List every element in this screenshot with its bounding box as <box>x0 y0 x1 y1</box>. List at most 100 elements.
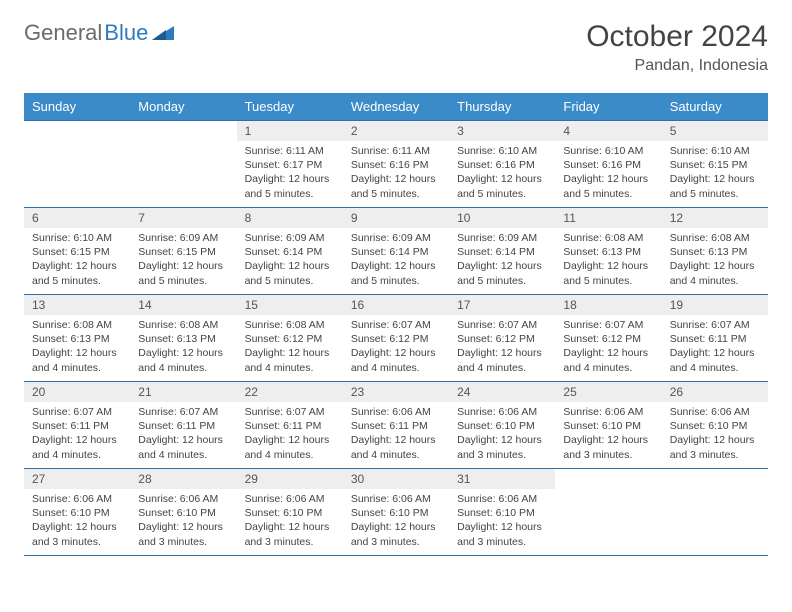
day-details: Sunrise: 6:08 AMSunset: 6:13 PMDaylight:… <box>555 228 661 294</box>
calendar-body: ....1Sunrise: 6:11 AMSunset: 6:17 PMDayl… <box>24 121 768 556</box>
day-header: Saturday <box>662 93 768 121</box>
day-details: Sunrise: 6:07 AMSunset: 6:11 PMDaylight:… <box>237 402 343 468</box>
day-details: Sunrise: 6:11 AMSunset: 6:16 PMDaylight:… <box>343 141 449 207</box>
day-details: Sunrise: 6:10 AMSunset: 6:15 PMDaylight:… <box>24 228 130 294</box>
calendar-cell: 4Sunrise: 6:10 AMSunset: 6:16 PMDaylight… <box>555 121 661 208</box>
calendar-cell: .. <box>24 121 130 208</box>
day-details: Sunrise: 6:07 AMSunset: 6:11 PMDaylight:… <box>662 315 768 381</box>
calendar-cell: 10Sunrise: 6:09 AMSunset: 6:14 PMDayligh… <box>449 208 555 295</box>
day-header: Wednesday <box>343 93 449 121</box>
calendar-cell: 18Sunrise: 6:07 AMSunset: 6:12 PMDayligh… <box>555 295 661 382</box>
day-details: Sunrise: 6:08 AMSunset: 6:13 PMDaylight:… <box>130 315 236 381</box>
day-number: 11 <box>555 208 661 228</box>
day-details: Sunrise: 6:06 AMSunset: 6:10 PMDaylight:… <box>449 489 555 555</box>
day-number: 28 <box>130 469 236 489</box>
day-number: 3 <box>449 121 555 141</box>
day-details: Sunrise: 6:09 AMSunset: 6:14 PMDaylight:… <box>343 228 449 294</box>
day-header: Friday <box>555 93 661 121</box>
calendar-cell: 24Sunrise: 6:06 AMSunset: 6:10 PMDayligh… <box>449 382 555 469</box>
day-details: Sunrise: 6:07 AMSunset: 6:11 PMDaylight:… <box>130 402 236 468</box>
calendar-cell: 23Sunrise: 6:06 AMSunset: 6:11 PMDayligh… <box>343 382 449 469</box>
day-details: Sunrise: 6:06 AMSunset: 6:10 PMDaylight:… <box>449 402 555 468</box>
day-details: Sunrise: 6:06 AMSunset: 6:10 PMDaylight:… <box>343 489 449 555</box>
day-number: 4 <box>555 121 661 141</box>
day-number: 16 <box>343 295 449 315</box>
month-title: October 2024 <box>586 20 768 53</box>
day-number: 2 <box>343 121 449 141</box>
day-number: 19 <box>662 295 768 315</box>
day-number: 15 <box>237 295 343 315</box>
logo-triangle-icon <box>152 20 174 46</box>
calendar-cell: 11Sunrise: 6:08 AMSunset: 6:13 PMDayligh… <box>555 208 661 295</box>
calendar-cell: 6Sunrise: 6:10 AMSunset: 6:15 PMDaylight… <box>24 208 130 295</box>
day-header: Tuesday <box>237 93 343 121</box>
logo: GeneralBlue <box>24 20 174 46</box>
calendar-cell: 8Sunrise: 6:09 AMSunset: 6:14 PMDaylight… <box>237 208 343 295</box>
day-number: 6 <box>24 208 130 228</box>
day-details: Sunrise: 6:08 AMSunset: 6:12 PMDaylight:… <box>237 315 343 381</box>
day-details: Sunrise: 6:07 AMSunset: 6:11 PMDaylight:… <box>24 402 130 468</box>
day-number: 29 <box>237 469 343 489</box>
calendar-cell: 17Sunrise: 6:07 AMSunset: 6:12 PMDayligh… <box>449 295 555 382</box>
calendar-cell: .. <box>555 469 661 556</box>
day-header: Thursday <box>449 93 555 121</box>
calendar-cell: 26Sunrise: 6:06 AMSunset: 6:10 PMDayligh… <box>662 382 768 469</box>
calendar-cell: 19Sunrise: 6:07 AMSunset: 6:11 PMDayligh… <box>662 295 768 382</box>
day-details: Sunrise: 6:07 AMSunset: 6:12 PMDaylight:… <box>343 315 449 381</box>
day-number: 20 <box>24 382 130 402</box>
day-details: Sunrise: 6:06 AMSunset: 6:10 PMDaylight:… <box>555 402 661 468</box>
day-number: 21 <box>130 382 236 402</box>
calendar-week: 6Sunrise: 6:10 AMSunset: 6:15 PMDaylight… <box>24 208 768 295</box>
calendar-cell: 28Sunrise: 6:06 AMSunset: 6:10 PMDayligh… <box>130 469 236 556</box>
day-header-row: SundayMondayTuesdayWednesdayThursdayFrid… <box>24 93 768 121</box>
calendar-cell: 15Sunrise: 6:08 AMSunset: 6:12 PMDayligh… <box>237 295 343 382</box>
logo-text-gray: General <box>24 20 102 46</box>
calendar-week: 20Sunrise: 6:07 AMSunset: 6:11 PMDayligh… <box>24 382 768 469</box>
day-details: Sunrise: 6:07 AMSunset: 6:12 PMDaylight:… <box>449 315 555 381</box>
day-number: 30 <box>343 469 449 489</box>
title-block: October 2024 Pandan, Indonesia <box>586 20 768 75</box>
calendar-cell: 1Sunrise: 6:11 AMSunset: 6:17 PMDaylight… <box>237 121 343 208</box>
calendar-cell: 9Sunrise: 6:09 AMSunset: 6:14 PMDaylight… <box>343 208 449 295</box>
day-number: 12 <box>662 208 768 228</box>
calendar-cell: 13Sunrise: 6:08 AMSunset: 6:13 PMDayligh… <box>24 295 130 382</box>
logo-text-blue: Blue <box>104 20 148 46</box>
day-number: 17 <box>449 295 555 315</box>
day-details: Sunrise: 6:09 AMSunset: 6:15 PMDaylight:… <box>130 228 236 294</box>
location: Pandan, Indonesia <box>586 57 768 75</box>
day-number: 24 <box>449 382 555 402</box>
day-details: Sunrise: 6:10 AMSunset: 6:15 PMDaylight:… <box>662 141 768 207</box>
day-number: 31 <box>449 469 555 489</box>
day-details: Sunrise: 6:08 AMSunset: 6:13 PMDaylight:… <box>662 228 768 294</box>
calendar-week: ....1Sunrise: 6:11 AMSunset: 6:17 PMDayl… <box>24 121 768 208</box>
calendar-cell: 29Sunrise: 6:06 AMSunset: 6:10 PMDayligh… <box>237 469 343 556</box>
day-number: 14 <box>130 295 236 315</box>
calendar-cell: .. <box>130 121 236 208</box>
day-number: 9 <box>343 208 449 228</box>
calendar-cell: 3Sunrise: 6:10 AMSunset: 6:16 PMDaylight… <box>449 121 555 208</box>
calendar-cell: 30Sunrise: 6:06 AMSunset: 6:10 PMDayligh… <box>343 469 449 556</box>
calendar-week: 27Sunrise: 6:06 AMSunset: 6:10 PMDayligh… <box>24 469 768 556</box>
day-details: Sunrise: 6:08 AMSunset: 6:13 PMDaylight:… <box>24 315 130 381</box>
day-number: 27 <box>24 469 130 489</box>
day-number: 1 <box>237 121 343 141</box>
calendar-cell: 12Sunrise: 6:08 AMSunset: 6:13 PMDayligh… <box>662 208 768 295</box>
day-number: 8 <box>237 208 343 228</box>
calendar-week: 13Sunrise: 6:08 AMSunset: 6:13 PMDayligh… <box>24 295 768 382</box>
calendar-cell: 7Sunrise: 6:09 AMSunset: 6:15 PMDaylight… <box>130 208 236 295</box>
day-number: 22 <box>237 382 343 402</box>
calendar-cell: 16Sunrise: 6:07 AMSunset: 6:12 PMDayligh… <box>343 295 449 382</box>
calendar-cell: 20Sunrise: 6:07 AMSunset: 6:11 PMDayligh… <box>24 382 130 469</box>
day-number: 26 <box>662 382 768 402</box>
day-details: Sunrise: 6:06 AMSunset: 6:10 PMDaylight:… <box>24 489 130 555</box>
calendar-cell: 27Sunrise: 6:06 AMSunset: 6:10 PMDayligh… <box>24 469 130 556</box>
day-details: Sunrise: 6:06 AMSunset: 6:10 PMDaylight:… <box>662 402 768 468</box>
day-header: Monday <box>130 93 236 121</box>
calendar-cell: 14Sunrise: 6:08 AMSunset: 6:13 PMDayligh… <box>130 295 236 382</box>
day-details: Sunrise: 6:06 AMSunset: 6:10 PMDaylight:… <box>237 489 343 555</box>
day-details: Sunrise: 6:10 AMSunset: 6:16 PMDaylight:… <box>449 141 555 207</box>
day-details: Sunrise: 6:09 AMSunset: 6:14 PMDaylight:… <box>449 228 555 294</box>
day-number: 10 <box>449 208 555 228</box>
day-header: Sunday <box>24 93 130 121</box>
day-number: 18 <box>555 295 661 315</box>
